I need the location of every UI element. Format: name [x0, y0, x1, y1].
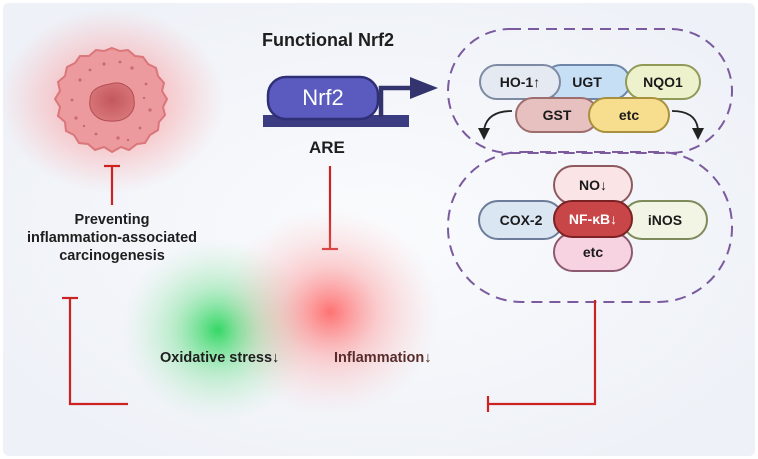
inos-pill: iNOS	[622, 200, 708, 240]
nqo1-pill: NQO1	[625, 64, 701, 100]
no-pill: NO↓	[553, 165, 633, 205]
preventing-line-2: inflammation-associated	[12, 230, 212, 246]
cox2-pill: COX-2	[478, 200, 564, 240]
inflammation-glow	[220, 208, 440, 416]
are-label: ARE	[309, 138, 345, 158]
gst-pill: GST	[515, 97, 599, 133]
ho1-pill: HO-1↑	[479, 64, 561, 100]
inflammation-label: Inflammation↓	[334, 350, 431, 366]
diagram-title: Functional Nrf2	[262, 30, 394, 51]
oxidative-stress-label: Oxidative stress↓	[160, 350, 279, 366]
nfkb-pill: NF-κB↓	[553, 200, 633, 238]
nrf2-label: Nrf2	[268, 77, 378, 119]
enzyme-etc-pill: etc	[588, 97, 670, 133]
preventing-line-3: carcinogenesis	[12, 248, 212, 264]
preventing-line-1: Preventing	[12, 212, 212, 228]
marker-etc-pill: etc	[553, 232, 633, 272]
